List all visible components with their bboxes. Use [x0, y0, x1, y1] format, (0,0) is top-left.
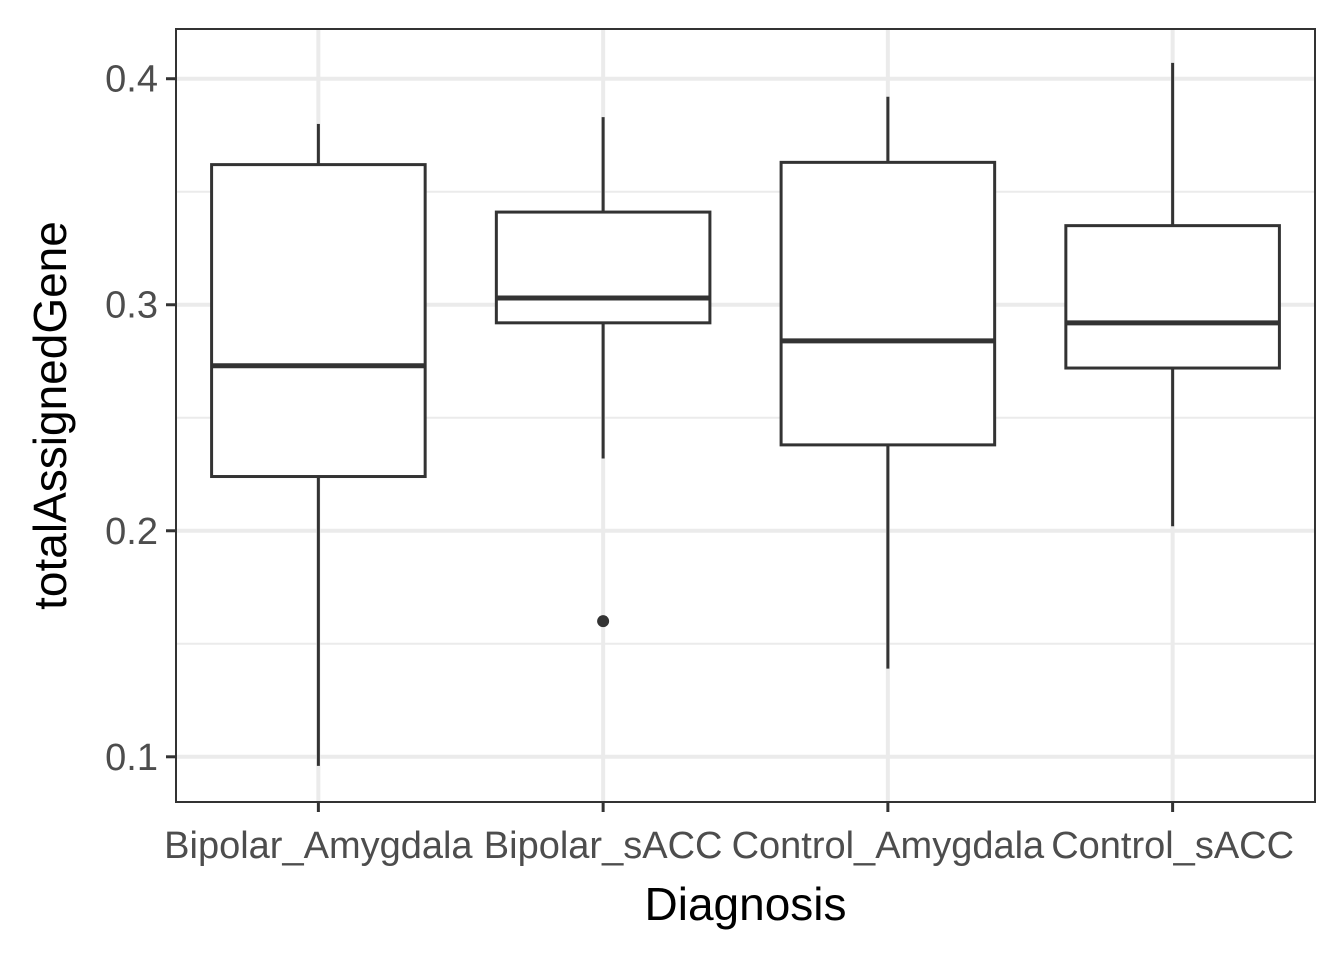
y-tick-label: 0.2 [105, 511, 158, 553]
box-Bipolar_sACC [494, 117, 712, 628]
x-tick-label: Control_Amygdala [732, 825, 1045, 867]
boxplot-marks [210, 62, 1281, 766]
y-tick-label: 0.3 [105, 285, 158, 327]
x-axis-title: Diagnosis [645, 878, 847, 930]
axes: 0.1 0.2 0.3 0.4 Bipolar_Amygdala Bipolar_sACC… [105, 59, 1294, 867]
box-iqr [494, 210, 712, 325]
box-iqr [779, 160, 997, 447]
x-tick-label: Bipolar_sACC [484, 825, 723, 867]
y-tick-label: 0.1 [105, 737, 158, 779]
box-iqr [210, 163, 427, 479]
x-tick-label: Bipolar_Amygdala [164, 825, 473, 867]
box-Control_sACC [1064, 62, 1281, 527]
box-Control_Amygdala [779, 96, 997, 669]
x-tick-label: Control_sACC [1051, 825, 1294, 867]
panel-border [175, 28, 1316, 803]
outlier-point [597, 615, 610, 628]
y-tick-label: 0.4 [105, 59, 158, 101]
box-iqr [1064, 224, 1281, 370]
box-Bipolar_Amygdala [210, 123, 427, 766]
y-axis-title: totalAssignedGene [24, 221, 76, 610]
